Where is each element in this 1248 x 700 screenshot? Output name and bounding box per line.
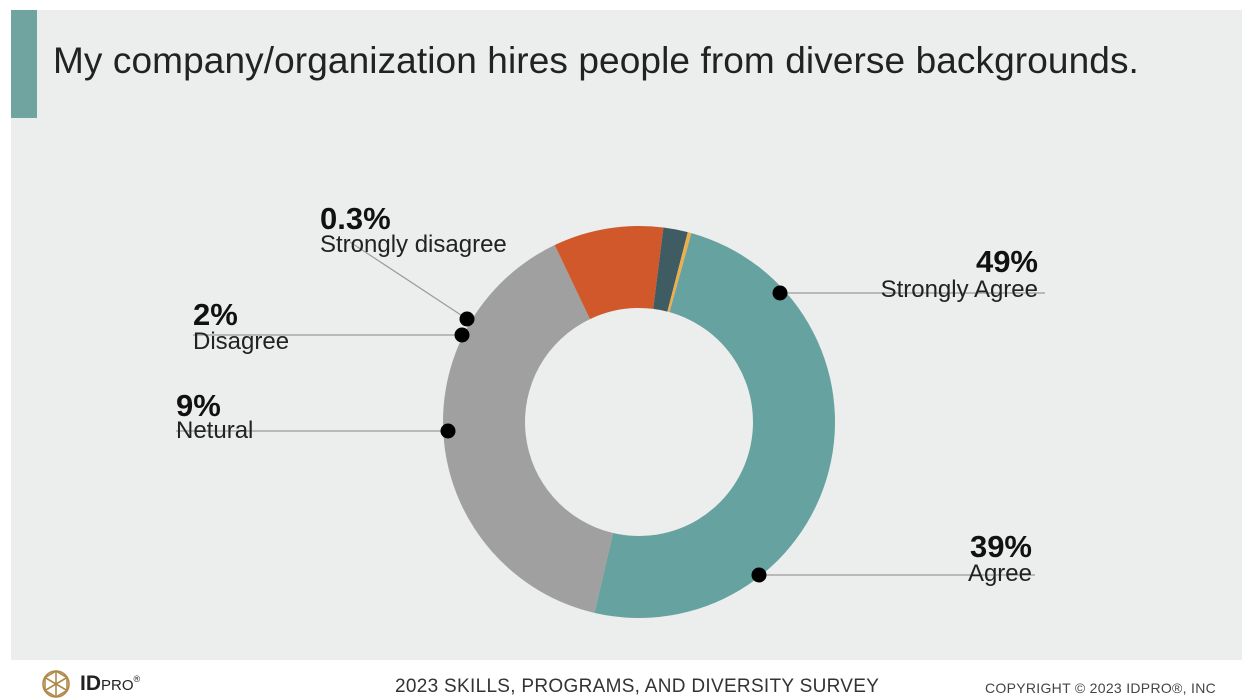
label-dot-netural: [440, 423, 456, 439]
data-label-category-agree: Agree: [968, 560, 1032, 587]
data-label-percent-agree: 39%: [970, 529, 1032, 564]
logo-wordmark: IDPRO®: [80, 672, 140, 696]
data-label-percent-netural: 9%: [176, 388, 221, 423]
slide-title: My company/organization hires people fro…: [53, 40, 1139, 81]
data-label-category-strongly-disagree: Strongly disagree: [320, 231, 507, 258]
slice-strongly-disagree: [667, 232, 692, 313]
leader-line-strongly-disagree: [349, 241, 468, 320]
slice-netural: [554, 226, 664, 320]
label-dot-strongly-agree: [772, 285, 788, 301]
label-dot-disagree: [454, 327, 470, 343]
slice-agree: [443, 245, 614, 613]
logo-registered-mark: ®: [133, 674, 141, 684]
label-dot-agree: [751, 567, 767, 583]
footer-survey-title: 2023 SKILLS, PROGRAMS, AND DIVERSITY SUR…: [395, 676, 880, 697]
logo-text-bold: ID: [80, 672, 101, 695]
data-label-percent-strongly-agree: 49%: [976, 244, 1038, 279]
logo-text-pro: PRO: [101, 677, 134, 694]
data-label-category-netural: Netural: [176, 417, 253, 444]
data-label-category-strongly-agree: Strongly Agree: [881, 276, 1038, 303]
slice-strongly-agree: [594, 233, 835, 618]
footer-copyright: COPYRIGHT © 2023 IDPRO®, INC: [985, 680, 1217, 696]
title-accent-bar: [11, 10, 37, 118]
slice-disagree: [653, 227, 688, 312]
label-dot-strongly-disagree: [459, 311, 475, 327]
data-label-percent-strongly-disagree: 0.3%: [320, 201, 391, 236]
idpro-logo: IDPRO®: [38, 668, 140, 700]
data-label-percent-disagree: 2%: [193, 297, 238, 332]
idpro-globe-icon: [42, 670, 70, 698]
data-label-category-disagree: Disagree: [193, 328, 289, 355]
